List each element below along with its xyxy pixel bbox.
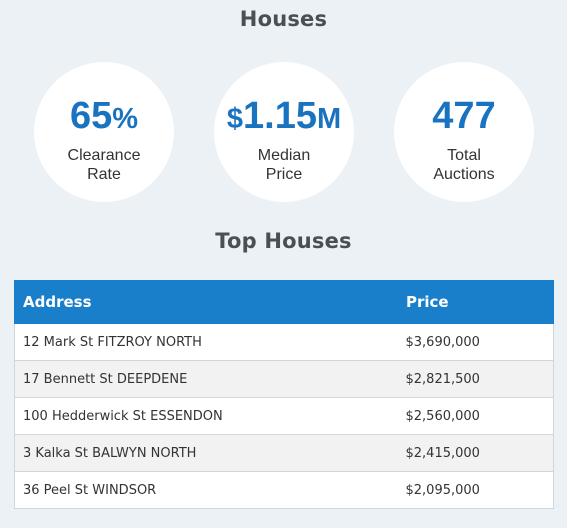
- table-row: 17 Bennett St DEEPDENE $2,821,500: [14, 360, 554, 398]
- address-cell: 17 Bennett St DEEPDENE: [14, 360, 398, 398]
- clearance-rate-stat: 65% Clearance Rate: [34, 62, 174, 202]
- price-cell: $2,415,000: [397, 434, 554, 472]
- address-cell: 12 Mark St FITZROY NORTH: [14, 323, 398, 361]
- price-column-header: Price: [397, 280, 554, 324]
- table-row: 36 Peel St WINDSOR $2,095,000: [14, 471, 554, 509]
- total-auctions-label: Total Auctions: [433, 147, 495, 183]
- total-auctions-stat: 477 Total Auctions: [394, 62, 534, 202]
- price-cell: $3,690,000: [397, 323, 554, 361]
- address-column-header: Address: [14, 280, 398, 324]
- table-row: 3 Kalka St BALWYN NORTH $2,415,000: [14, 434, 554, 472]
- table-row: 12 Mark St FITZROY NORTH $3,690,000: [14, 323, 554, 361]
- top-houses-title: Top Houses: [215, 229, 352, 253]
- address-cell: 3 Kalka St BALWYN NORTH: [14, 434, 398, 472]
- median-price-value: $1.15M: [226, 95, 342, 137]
- median-price-stat: $1.15M Median Price: [214, 62, 354, 202]
- address-cell: 100 Hedderwick St ESSENDON: [14, 397, 398, 435]
- total-auctions-value: 477: [432, 95, 496, 137]
- table-row: 100 Hedderwick St ESSENDON $2,560,000: [14, 397, 554, 435]
- price-cell: $2,095,000: [397, 471, 554, 509]
- table-header-row: Address Price: [14, 280, 554, 324]
- address-cell: 36 Peel St WINDSOR: [14, 471, 398, 509]
- clearance-rate-label: Clearance Rate: [67, 147, 141, 183]
- houses-title: Houses: [239, 7, 328, 31]
- median-price-label: Median Price: [257, 147, 311, 183]
- clearance-rate-value: 65%: [69, 95, 139, 137]
- price-cell: $2,560,000: [397, 397, 554, 435]
- top-houses-table: Address Price 12 Mark St FITZROY NORTH $…: [14, 280, 554, 509]
- price-cell: $2,821,500: [397, 360, 554, 398]
